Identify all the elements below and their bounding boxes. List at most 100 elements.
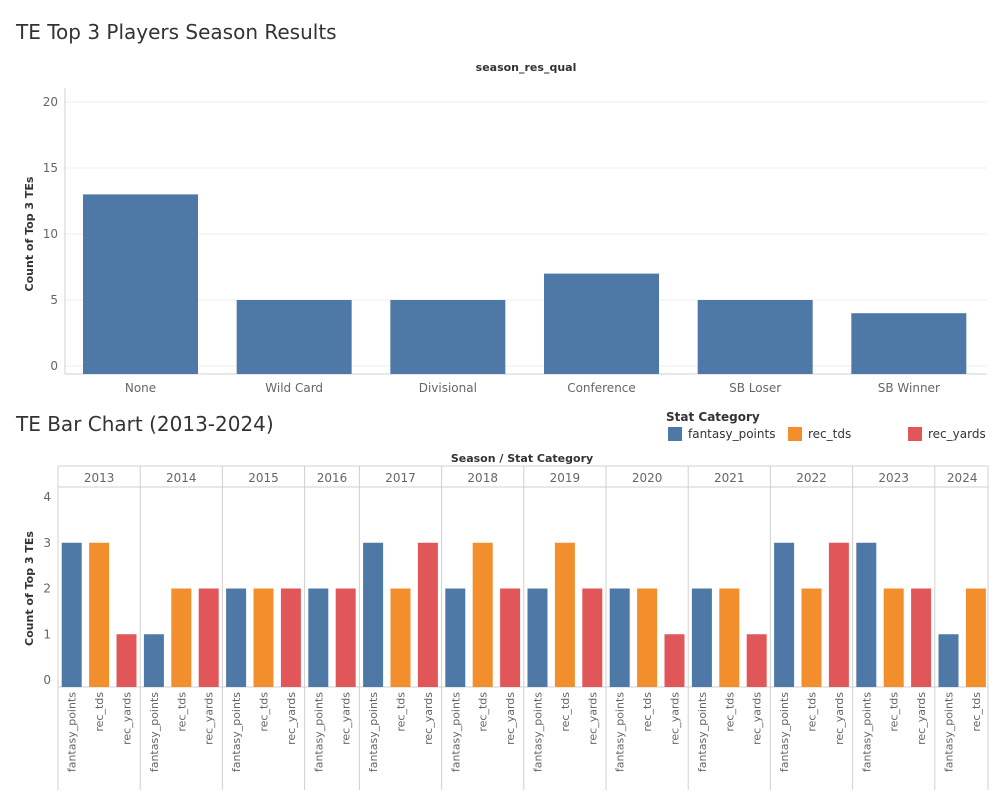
- y-axis-label: Count of Top 3 TEs: [23, 176, 36, 291]
- x-category-label: rec_yards: [751, 692, 764, 745]
- bar: [61, 542, 82, 687]
- y-tick-label: 5: [50, 293, 58, 307]
- bar: [417, 542, 438, 687]
- bar: [965, 588, 986, 687]
- bar: [363, 542, 384, 687]
- bar: [390, 588, 411, 687]
- x-category-label: fantasy_points: [614, 692, 627, 772]
- legend-swatch-rec-yards: [908, 427, 922, 441]
- legend-item-rec-yards[interactable]: rec_yards: [908, 427, 986, 441]
- bar: [801, 588, 822, 687]
- x-category-label: fantasy_points: [367, 692, 380, 772]
- legend-swatch-rec-tds: [788, 427, 802, 441]
- bar: [883, 588, 904, 687]
- y-tick-label: 20: [43, 95, 58, 109]
- bar: [664, 634, 685, 687]
- bar: [236, 300, 352, 374]
- season-label: 2020: [632, 471, 663, 485]
- bar: [226, 588, 247, 687]
- legend-title: Stat Category: [666, 410, 760, 424]
- bar: [938, 634, 959, 687]
- x-category-label: fantasy_points: [532, 692, 545, 772]
- legend-label: fantasy_points: [688, 427, 776, 441]
- y-tick-label: 4: [43, 490, 51, 504]
- x-category-label: None: [125, 381, 156, 395]
- stat-category-legend: Stat Category fantasy_points rec_tds rec…: [666, 410, 996, 445]
- x-category-label: rec_tds: [806, 692, 819, 732]
- bar: [691, 588, 712, 687]
- y-axis-label: Count of Top 3 TEs: [23, 531, 36, 646]
- x-category-label: rec_tds: [559, 692, 572, 732]
- y-tick-label: 3: [43, 536, 51, 550]
- season-label: 2019: [550, 471, 581, 485]
- y-tick-label: 1: [43, 627, 51, 641]
- x-category-label: rec_yards: [203, 692, 216, 745]
- x-category-label: rec_tds: [477, 692, 490, 732]
- season-label: 2023: [878, 471, 909, 485]
- bar: [554, 542, 575, 687]
- x-category-label: rec_tds: [970, 692, 983, 732]
- season-label: 2022: [796, 471, 827, 485]
- bar: [911, 588, 932, 687]
- x-category-label: Conference: [567, 381, 636, 395]
- y-tick-label: 2: [43, 582, 51, 596]
- bar: [472, 542, 493, 687]
- bar: [280, 588, 301, 687]
- x-category-label: fantasy_points: [860, 692, 873, 772]
- x-category-label: rec_tds: [723, 692, 736, 732]
- bar: [171, 588, 192, 687]
- x-category-label: rec_yards: [669, 692, 682, 745]
- chart2-title: TE Bar Chart (2013-2024): [16, 412, 274, 436]
- bar: [828, 542, 849, 687]
- x-category-label: fantasy_points: [148, 692, 161, 772]
- season-label: 2016: [317, 471, 348, 485]
- bar: [527, 588, 548, 687]
- x-category-label: fantasy_points: [449, 692, 462, 772]
- x-category-label: fantasy_points: [696, 692, 709, 772]
- bar: [308, 588, 329, 687]
- chart2-header: Season / Stat Category: [451, 452, 593, 465]
- season-label: 2018: [467, 471, 498, 485]
- legend-item-rec-tds[interactable]: rec_tds: [788, 427, 851, 441]
- x-category-label: rec_yards: [285, 692, 298, 745]
- bar: [445, 588, 466, 687]
- y-tick-label: 0: [50, 359, 58, 373]
- x-category-label: rec_yards: [340, 692, 353, 745]
- x-category-label: rec_tds: [641, 692, 654, 732]
- bar: [697, 300, 813, 374]
- bar: [746, 634, 767, 687]
- x-category-label: rec_tds: [258, 692, 271, 732]
- season-label: 2013: [84, 471, 115, 485]
- season-label: 2017: [385, 471, 416, 485]
- x-category-label: rec_yards: [915, 692, 928, 745]
- legend-swatch-fantasy-points: [668, 427, 682, 441]
- chart1-title: TE Top 3 Players Season Results: [16, 20, 337, 44]
- bar: [335, 588, 356, 687]
- season-results-chart: season_res_qual 0 5 10 15 20 Count of Top 3 TE…: [23, 61, 987, 395]
- bar: [851, 313, 967, 374]
- x-category-label: rec_yards: [586, 692, 599, 745]
- x-category-label: rec_yards: [833, 692, 846, 745]
- x-category-label: fantasy_points: [778, 692, 791, 772]
- x-category-label: SB Loser: [729, 381, 781, 395]
- x-category-label: fantasy_points: [66, 692, 79, 772]
- bar: [143, 634, 164, 687]
- season-label: 2015: [248, 471, 279, 485]
- x-category-label: Divisional: [419, 381, 477, 395]
- bar: [116, 634, 137, 687]
- x-category-label: fantasy_points: [312, 692, 325, 772]
- x-category-label: fantasy_points: [230, 692, 243, 772]
- bar: [390, 300, 506, 374]
- x-category-label: fantasy_points: [943, 692, 956, 772]
- bar: [856, 542, 877, 687]
- x-category-label: rec_tds: [395, 692, 408, 732]
- bar: [500, 588, 521, 687]
- bar: [609, 588, 630, 687]
- x-category-label: rec_tds: [175, 692, 188, 732]
- bar: [544, 273, 659, 374]
- x-category-label: rec_yards: [121, 692, 134, 745]
- bar: [582, 588, 603, 687]
- legend-item-fantasy-points[interactable]: fantasy_points: [668, 427, 775, 441]
- bar: [198, 588, 219, 687]
